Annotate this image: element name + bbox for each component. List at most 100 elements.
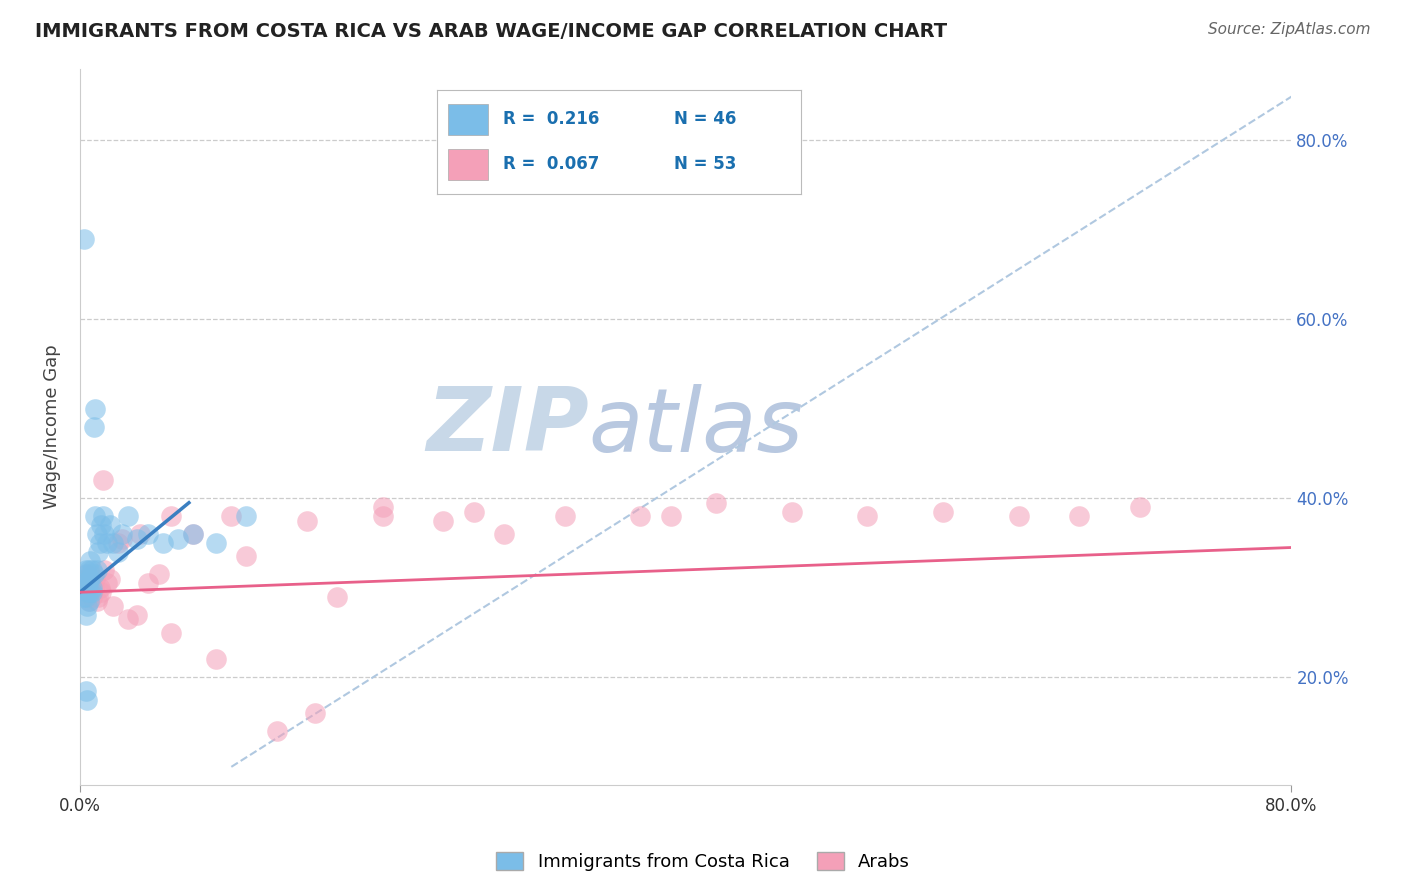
Point bbox=[205, 536, 228, 550]
Point bbox=[235, 549, 257, 564]
Text: IMMIGRANTS FROM COSTA RICA VS ARAB WAGE/INCOME GAP CORRELATION CHART: IMMIGRANTS FROM COSTA RICA VS ARAB WAGE/… bbox=[35, 22, 948, 41]
Point bbox=[87, 590, 110, 604]
Point bbox=[75, 607, 97, 622]
Point bbox=[75, 563, 97, 577]
Point bbox=[76, 590, 98, 604]
Point bbox=[87, 545, 110, 559]
Point bbox=[492, 527, 515, 541]
Point bbox=[159, 509, 181, 524]
Point bbox=[83, 581, 105, 595]
Point bbox=[76, 585, 98, 599]
Point bbox=[183, 527, 205, 541]
Point bbox=[79, 585, 101, 599]
Point bbox=[93, 527, 115, 541]
Point bbox=[89, 536, 111, 550]
Point bbox=[167, 532, 190, 546]
Point bbox=[304, 706, 326, 720]
Point bbox=[76, 692, 98, 706]
Point bbox=[159, 625, 181, 640]
Point bbox=[75, 683, 97, 698]
Point bbox=[98, 518, 121, 533]
Point bbox=[79, 554, 101, 568]
Point bbox=[129, 527, 152, 541]
Point bbox=[86, 563, 108, 577]
Point bbox=[90, 585, 112, 599]
Point bbox=[86, 594, 108, 608]
Point bbox=[76, 581, 98, 595]
Text: atlas: atlas bbox=[589, 384, 804, 469]
Point bbox=[1008, 509, 1031, 524]
Point bbox=[86, 527, 108, 541]
Point bbox=[371, 509, 394, 524]
Point bbox=[117, 612, 139, 626]
Y-axis label: Wage/Income Gap: Wage/Income Gap bbox=[44, 344, 60, 509]
Point bbox=[148, 567, 170, 582]
Point bbox=[76, 567, 98, 582]
Point bbox=[111, 527, 134, 541]
Point bbox=[84, 401, 107, 416]
Point bbox=[432, 514, 454, 528]
Point bbox=[932, 505, 955, 519]
Point bbox=[780, 505, 803, 519]
Point bbox=[704, 496, 727, 510]
Point bbox=[183, 527, 205, 541]
Point bbox=[72, 581, 94, 595]
Point bbox=[89, 581, 111, 595]
Point bbox=[98, 572, 121, 586]
Point bbox=[77, 572, 100, 586]
Point bbox=[235, 509, 257, 524]
Point bbox=[221, 509, 243, 524]
Point bbox=[96, 576, 118, 591]
Point bbox=[93, 563, 115, 577]
Point bbox=[856, 509, 879, 524]
Text: Source: ZipAtlas.com: Source: ZipAtlas.com bbox=[1208, 22, 1371, 37]
Point bbox=[107, 545, 129, 559]
Point bbox=[90, 518, 112, 533]
Point bbox=[136, 527, 159, 541]
Point bbox=[79, 576, 101, 591]
Point bbox=[205, 652, 228, 666]
Point bbox=[75, 590, 97, 604]
Point bbox=[295, 514, 318, 528]
Point bbox=[80, 585, 103, 599]
Point bbox=[371, 500, 394, 515]
Point bbox=[79, 567, 101, 582]
Point bbox=[80, 581, 103, 595]
Point bbox=[76, 599, 98, 613]
Point bbox=[96, 536, 118, 550]
Point bbox=[659, 509, 682, 524]
Point bbox=[77, 594, 100, 608]
Point bbox=[326, 590, 349, 604]
Point bbox=[77, 594, 100, 608]
Point bbox=[152, 536, 174, 550]
Point bbox=[73, 590, 96, 604]
Point bbox=[77, 572, 100, 586]
Point bbox=[84, 509, 107, 524]
Point bbox=[1129, 500, 1152, 515]
Point bbox=[127, 532, 149, 546]
Point bbox=[73, 581, 96, 595]
Point bbox=[117, 509, 139, 524]
Point bbox=[83, 419, 105, 434]
Point bbox=[75, 567, 97, 582]
Legend: Immigrants from Costa Rica, Arabs: Immigrants from Costa Rica, Arabs bbox=[489, 845, 917, 879]
Point bbox=[80, 590, 103, 604]
Point bbox=[136, 576, 159, 591]
Point bbox=[76, 585, 98, 599]
Point bbox=[107, 536, 129, 550]
Point bbox=[79, 572, 101, 586]
Point bbox=[127, 607, 149, 622]
Point bbox=[83, 567, 105, 582]
Point bbox=[73, 572, 96, 586]
Point bbox=[80, 563, 103, 577]
Point bbox=[91, 474, 114, 488]
Point bbox=[103, 536, 125, 550]
Point bbox=[628, 509, 651, 524]
Point bbox=[463, 505, 485, 519]
Text: ZIP: ZIP bbox=[426, 384, 589, 470]
Point bbox=[77, 563, 100, 577]
Point bbox=[266, 724, 288, 739]
Point bbox=[553, 509, 575, 524]
Point bbox=[1069, 509, 1091, 524]
Point bbox=[73, 232, 96, 246]
